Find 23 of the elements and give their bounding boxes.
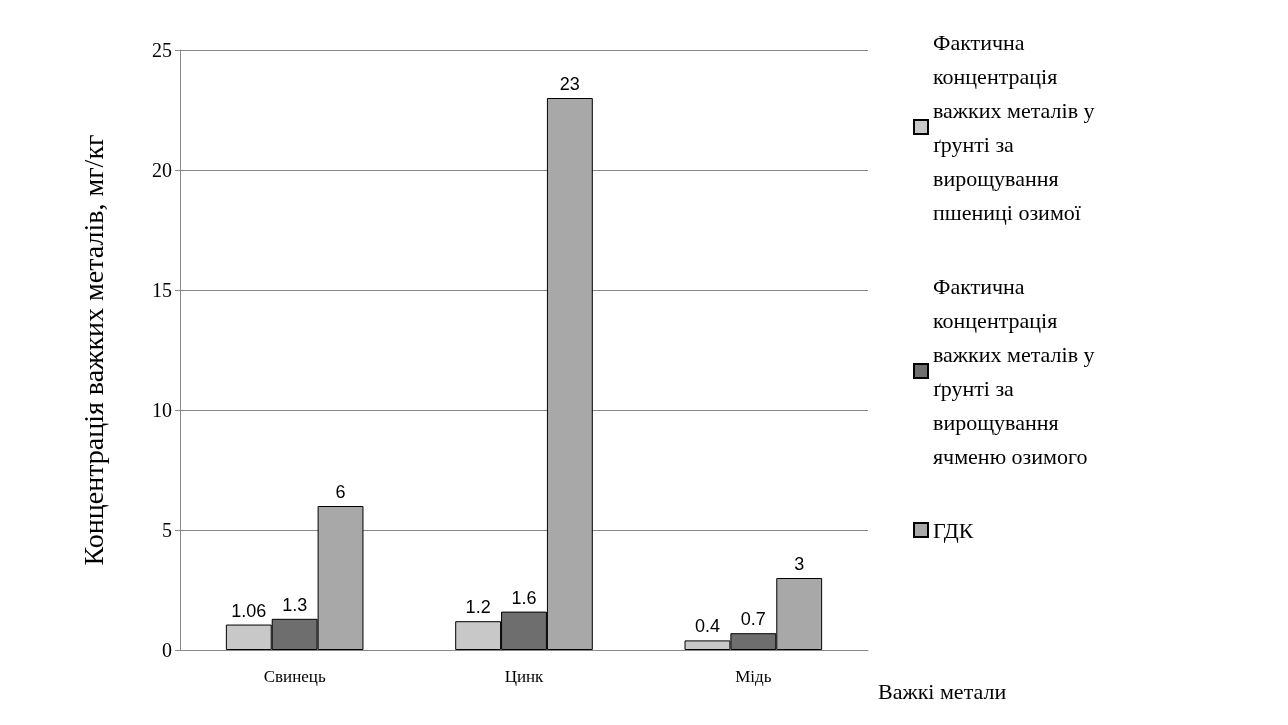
data-label: 1.3 [282, 594, 308, 615]
y-tick-label: 5 [162, 519, 172, 541]
data-label: 3 [794, 554, 805, 574]
legend-label: Фактична концентрація важких металів у ґрунті за вирощування пшениці озимої [933, 29, 1101, 225]
data-label: 0.4 [694, 616, 720, 637]
x-axis-title: Важкі метали [878, 678, 1007, 704]
legend-label: Фактична концентрація важких металів у ґрунті за вирощування ячменю озимого [933, 273, 1101, 469]
data-label: 1.6 [511, 587, 537, 608]
y-axis-title: Концентрація важких металів, мг/кг [77, 134, 109, 566]
data-label: 0.7 [740, 609, 766, 630]
x-tick-label: Свинець [263, 667, 326, 686]
y-tick-label: 10 [152, 399, 172, 421]
data-label: 6 [335, 482, 346, 502]
y-tick-label: 15 [152, 279, 172, 301]
y-tick-label: 20 [152, 159, 172, 181]
y-tick-label: 25 [152, 39, 172, 61]
x-tick-label: Цинк [504, 667, 545, 686]
x-tick-label: Мідь [735, 667, 772, 686]
data-label: 1.06 [231, 600, 267, 621]
data-label: 23 [559, 74, 580, 94]
y-tick-label: 0 [162, 639, 172, 661]
data-label: 1.2 [465, 597, 491, 618]
legend-label: ГДК [933, 517, 974, 543]
